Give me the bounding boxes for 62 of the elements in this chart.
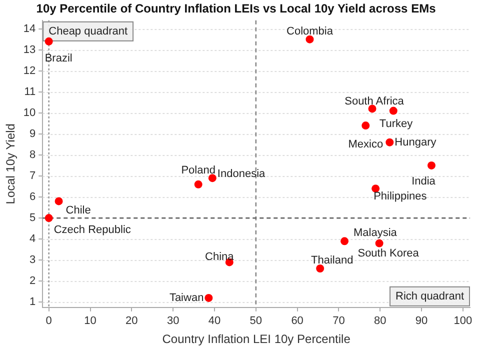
y-tick-label: 9 [30, 128, 36, 140]
x-tick-label: 100 [454, 315, 472, 328]
x-tick-label: 50 [250, 315, 262, 328]
x-tick-label: 80 [374, 315, 386, 328]
point [194, 180, 202, 188]
point [204, 294, 213, 302]
y-tick-label: 11 [24, 86, 36, 98]
y-tick-label: 3 [30, 254, 36, 266]
point [306, 35, 314, 44]
y-tick-label: 6 [30, 191, 36, 204]
y-tick-label: 7 [30, 170, 36, 182]
y-tick-label: 2 [30, 275, 36, 288]
annotation: Turkey [379, 118, 414, 130]
annotation: South Africa [344, 96, 405, 108]
point [362, 122, 370, 130]
y-tick-label: 13 [23, 44, 36, 56]
annotation: Mexico [348, 138, 384, 151]
annotation: Indonesia [217, 168, 266, 180]
point [340, 237, 349, 246]
point [389, 106, 398, 115]
annotation: Malaysia [354, 227, 398, 240]
annotation: Chile [66, 204, 91, 216]
x-tick-label: 60 [291, 315, 304, 328]
x-tick-label: 90 [415, 315, 428, 328]
y-tick-label: 14 [23, 22, 36, 35]
y-tick-label: 4 [30, 233, 36, 246]
annotation: Czech Republic [54, 224, 132, 236]
x-tick-label: 0 [46, 315, 52, 328]
x-tick-label: 30 [166, 315, 180, 328]
x-tick-label: 20 [126, 315, 138, 328]
point [44, 37, 53, 46]
annotation: Thailand [310, 254, 354, 267]
y-tick-label: 12 [23, 64, 36, 77]
point [316, 264, 324, 273]
x-tick-label: 70 [332, 315, 345, 328]
x-axis-title: Country Inflation LEI 10y Percentile [162, 332, 351, 346]
annotation: South Korea [358, 247, 420, 260]
x-tick-label: 40 [208, 315, 221, 328]
annotation: Brazil [44, 52, 72, 64]
point [368, 104, 376, 113]
point [44, 214, 53, 222]
y-tick-label: 10 [23, 106, 36, 119]
annotation: Taiwan [169, 292, 204, 304]
point [386, 138, 394, 146]
annotation: Poland [181, 164, 216, 176]
annotation: India [412, 176, 436, 188]
annotation: Colombia [286, 25, 334, 38]
y-tick-label: 8 [30, 148, 36, 161]
y-tick-label: 5 [30, 212, 36, 224]
annotation: Philippines [374, 190, 428, 203]
chart-title: 10y Percentile of Country Inflation LEIs vs Local 10y Yield across EMs [36, 2, 436, 16]
point [375, 239, 384, 248]
point [427, 161, 436, 170]
annotation: Hungary [394, 136, 437, 148]
y-tick-label: 1 [30, 296, 36, 308]
point [208, 174, 216, 182]
point [54, 197, 63, 206]
annotation: China [205, 251, 235, 264]
annotation: Cheap quadrant [48, 25, 128, 38]
x-tick-label: 10 [84, 315, 96, 328]
annotation: Rich quadrant [396, 290, 464, 302]
y-axis-title: Local 10y Yield [4, 124, 18, 204]
